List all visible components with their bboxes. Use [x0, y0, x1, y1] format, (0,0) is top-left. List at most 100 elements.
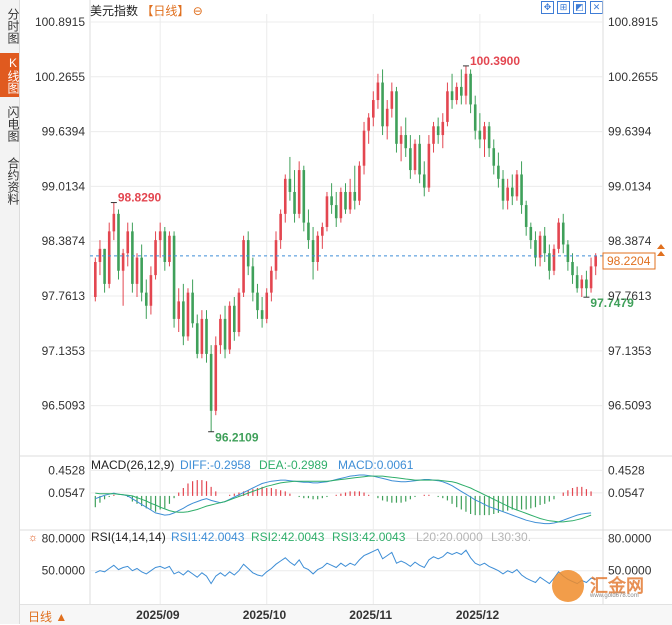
triangle-up-icon: ▲ — [55, 610, 68, 624]
candle-body — [571, 261, 574, 276]
y-tick-label-left: 98.3874 — [42, 234, 86, 248]
macd-legend-dif: DIFF:-0.2958 — [180, 458, 251, 472]
macd-y-tick-left: 0.4528 — [48, 463, 85, 477]
rsi-legend-3: RSI3:42.0043 — [332, 530, 406, 544]
period-label[interactable]: 【日线】 — [141, 4, 190, 18]
candle-body — [483, 126, 486, 140]
candle-body — [270, 270, 273, 293]
macd-legend-macd: MACD:0.0061 — [338, 458, 414, 472]
candle-body — [219, 318, 222, 346]
tab-kline[interactable]: K线图 — [0, 53, 20, 97]
candle-body — [103, 248, 106, 284]
candle-body — [436, 126, 440, 136]
x-tick-label: 2025/10 — [242, 608, 287, 622]
candle-body — [195, 323, 199, 354]
candlestick-chart[interactable]: 100.3900 96.2109 98.8290 97.7479 — [90, 54, 634, 445]
rsi-y-tick-left: 50.0000 — [42, 564, 86, 578]
candle-body — [107, 231, 111, 284]
y-tick-label-right: 100.2655 — [608, 70, 658, 84]
candle-body — [450, 91, 454, 101]
rsi-legend-2: RSI2:42.0043 — [251, 530, 325, 544]
candle-body — [233, 305, 236, 333]
candle-body — [585, 279, 588, 289]
candle-body — [163, 231, 167, 262]
candle-body — [432, 126, 435, 144]
watermark-logo: 汇金网 www.gold678.com — [552, 570, 660, 604]
y-tick-label-left: 100.2655 — [35, 70, 85, 84]
macd-y-tick-right: 0.0547 — [608, 486, 645, 500]
candle-body — [344, 191, 347, 210]
candle-body — [172, 235, 176, 319]
candle-body — [223, 318, 227, 350]
candle-body — [390, 91, 394, 109]
scroll-arrows-icon[interactable] — [657, 244, 665, 256]
y-tick-label-left: 96.5093 — [42, 399, 86, 413]
watermark-url: www.gold678.com — [590, 593, 639, 599]
candle-body — [140, 257, 143, 293]
candle-body — [413, 143, 417, 171]
y-tick-label-right: 97.7613 — [608, 289, 652, 303]
candle-body — [427, 143, 431, 188]
macd-y-tick-right: 0.4528 — [608, 463, 645, 477]
tab-contract-info[interactable]: 合约资料 — [6, 157, 20, 205]
x-tick-label: 2025/12 — [455, 608, 500, 622]
y-tick-label-right: 97.1353 — [608, 344, 652, 358]
chart-title: 美元指数 — [90, 4, 139, 18]
candle-body — [441, 121, 445, 136]
macd-title: MACD(26,12,9) — [91, 458, 174, 472]
shrink-icon[interactable]: ⊞ — [557, 1, 570, 14]
candle-body — [334, 205, 338, 219]
candle-body — [209, 353, 213, 411]
rsi-y-tick-left: 80.0000 — [42, 531, 86, 545]
candle-body — [265, 292, 269, 319]
candle-body — [510, 187, 514, 197]
period-selector-button[interactable]: 日线 ▲ — [28, 610, 68, 624]
sidebar: 分时图 K线图 闪电图 合约资料 — [0, 0, 20, 624]
candle-body — [348, 191, 352, 210]
candle-body — [371, 100, 375, 118]
candle-body — [246, 240, 250, 267]
candle-body — [501, 178, 505, 201]
candle-body — [399, 135, 403, 144]
candle-body — [534, 240, 537, 258]
candle-body — [117, 213, 120, 271]
y-tick-label-right: 96.5093 — [608, 399, 652, 413]
sun-icon[interactable]: ☼ — [28, 532, 38, 544]
x-tick-label: 2025/09 — [136, 608, 180, 622]
annotation-label: 97.7479 — [590, 296, 634, 310]
candle-body — [302, 170, 306, 223]
rsi-legend-l20: L20:20.0000 — [416, 530, 483, 544]
tab-timeshare[interactable]: 分时图 — [6, 8, 20, 44]
y-tick-label-right: 98.3874 — [608, 234, 652, 248]
candle-body — [168, 235, 171, 262]
candle-body — [561, 222, 565, 245]
candle-body — [242, 240, 245, 293]
chart-header: 美元指数 【日线】 ⊖ — [90, 2, 203, 19]
axis-labels: 100.8915 100.8915 100.2655 100.2655 99.6394 9… — [35, 15, 658, 578]
candle-body — [515, 174, 519, 197]
candle-body — [316, 235, 320, 262]
candle-body — [260, 310, 264, 319]
time-axis-footer: 日线 ▲ 2025/09 2025/10 2025/11 2025/12 — [20, 604, 672, 625]
candle-body — [177, 301, 181, 319]
candle-body — [506, 187, 509, 201]
macd-dea-line — [95, 475, 592, 523]
candle-body — [575, 275, 579, 289]
circle-minus-icon[interactable]: ⊖ — [192, 4, 203, 18]
candle-body — [135, 257, 139, 284]
rsi-y-tick-right: 80.0000 — [608, 531, 652, 545]
candle-body — [228, 305, 231, 350]
y-tick-label-left: 99.6394 — [42, 125, 86, 139]
candle-body — [418, 143, 421, 175]
y-tick-label-left: 100.8915 — [35, 15, 85, 29]
chart-type-icon[interactable]: ◩ — [573, 1, 586, 14]
macd-chart — [94, 474, 592, 525]
candle-body — [330, 196, 333, 206]
candle-body — [158, 231, 162, 241]
candle-body — [422, 174, 426, 188]
candle-body — [455, 86, 458, 101]
expand-icon[interactable]: ✥ — [541, 1, 554, 14]
candle-body — [469, 73, 472, 105]
tab-flash[interactable]: 闪电图 — [6, 106, 20, 142]
